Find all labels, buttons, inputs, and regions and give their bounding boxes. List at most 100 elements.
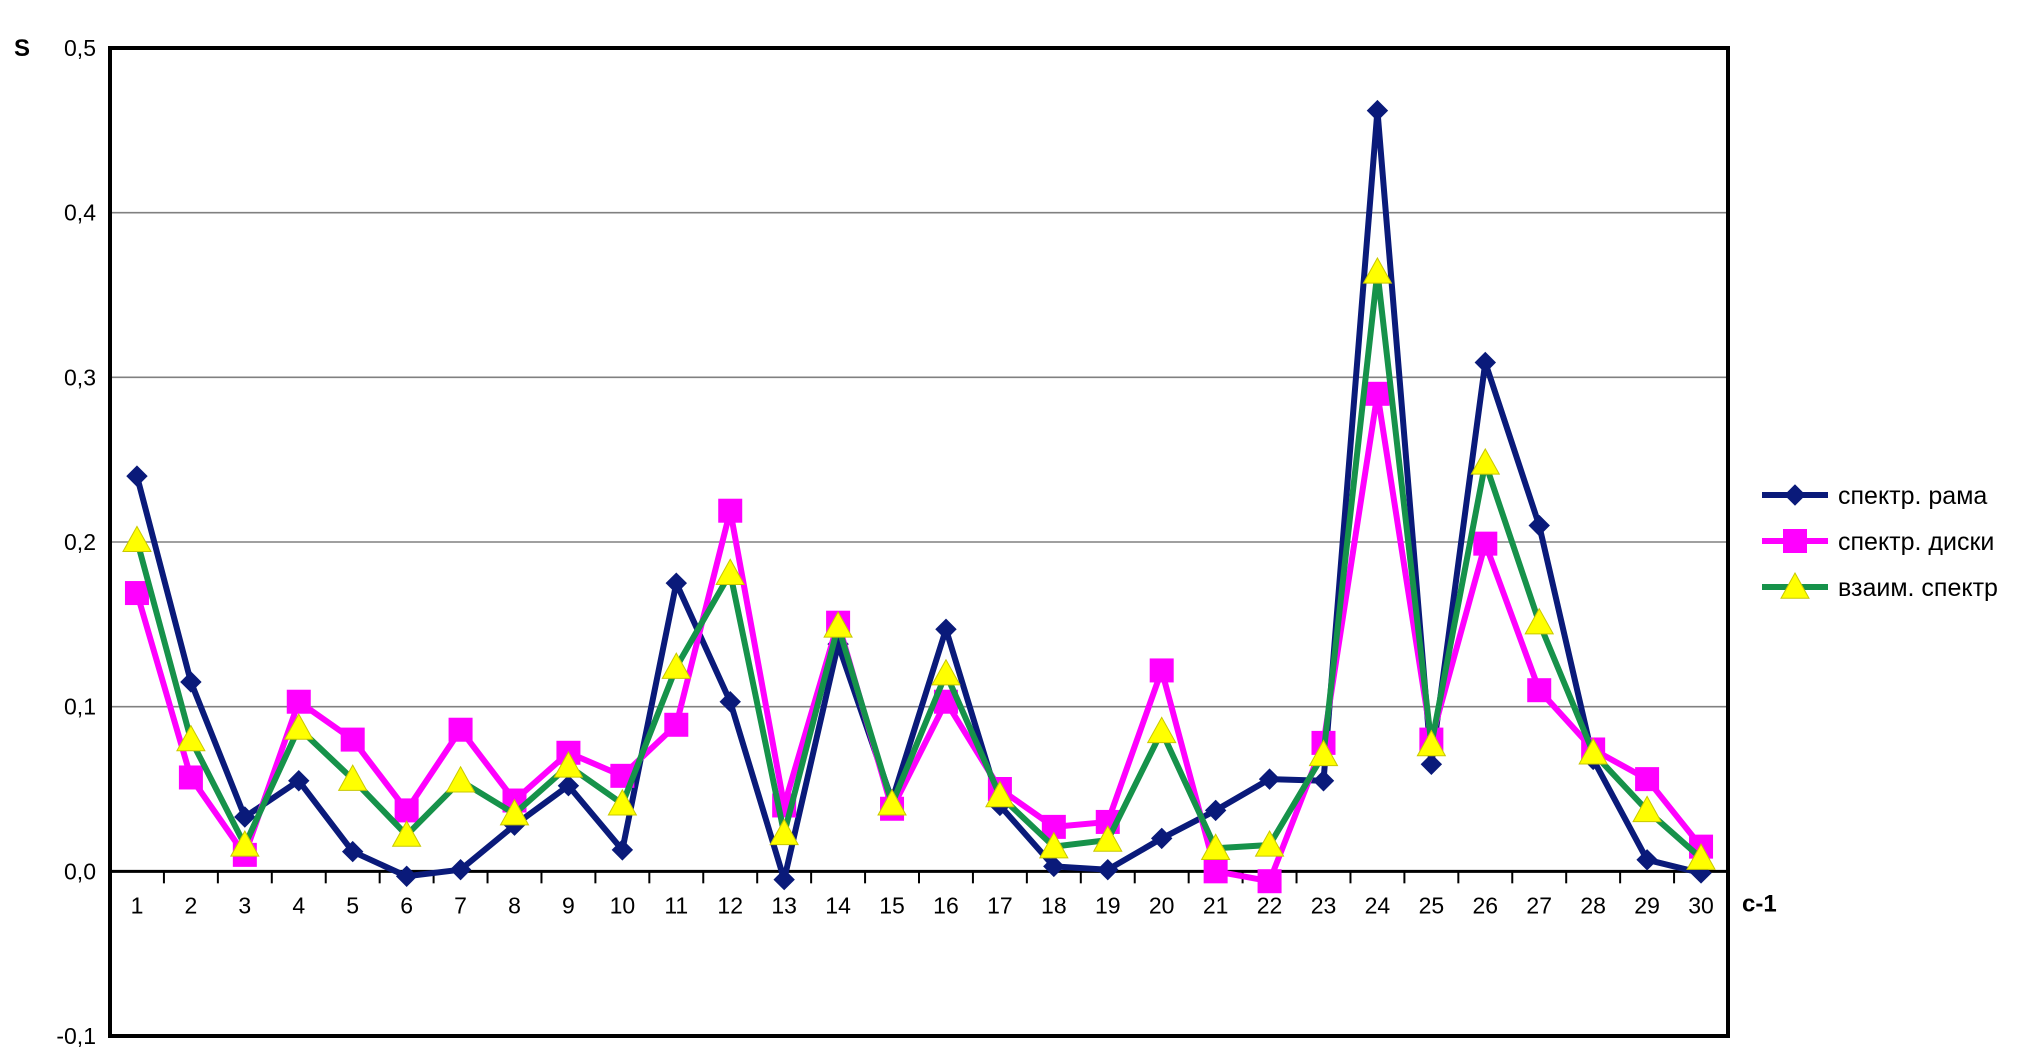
legend-marker xyxy=(1784,484,1806,506)
x-tick-label: 13 xyxy=(771,892,797,918)
series-3 xyxy=(122,256,1716,870)
y-tick-label: 0,2 xyxy=(64,529,96,555)
data-point xyxy=(178,765,203,790)
data-point xyxy=(661,652,692,679)
x-tick-label: 6 xyxy=(400,892,413,918)
x-tick-label: 23 xyxy=(1311,892,1337,918)
legend-label: взаим. спектр xyxy=(1838,574,1998,602)
data-point xyxy=(1257,869,1282,894)
x-tick-label: 11 xyxy=(664,892,688,918)
data-point xyxy=(553,750,584,778)
data-point xyxy=(126,465,148,487)
y-tick-label: 0,1 xyxy=(64,694,96,720)
x-tick-label: 16 xyxy=(933,892,959,918)
y-axis-ticks: -0,1 0,0 0,1 0,2 0,3 0,4 0,5 xyxy=(56,35,96,1049)
data-point xyxy=(449,858,472,881)
x-tick-label: 19 xyxy=(1095,892,1121,918)
data-point xyxy=(719,691,741,713)
data-point xyxy=(1524,607,1555,635)
data-point xyxy=(1092,825,1123,852)
data-point xyxy=(715,558,746,585)
data-point xyxy=(1149,658,1174,683)
data-point xyxy=(1200,833,1231,860)
data-point xyxy=(1473,531,1498,556)
data-point xyxy=(1635,767,1660,792)
x-tick-label: 24 xyxy=(1365,892,1391,918)
data-point xyxy=(769,818,800,846)
legend: спектр. рама спектр. диски взаим. спектр xyxy=(1762,482,1998,602)
data-point xyxy=(607,788,638,816)
series-group xyxy=(122,99,1716,894)
x-tick-label: 22 xyxy=(1257,892,1283,918)
series-line xyxy=(134,390,1704,885)
data-point xyxy=(394,798,419,823)
x-tick-label: 10 xyxy=(610,892,636,918)
data-point xyxy=(1254,829,1285,857)
x-tick-label: 20 xyxy=(1149,892,1175,918)
x-tick-label: 14 xyxy=(825,892,851,918)
x-axis-label: c-1 xyxy=(1742,890,1777,917)
series-1 xyxy=(126,99,1712,891)
data-point xyxy=(1416,729,1447,757)
data-point xyxy=(557,774,580,797)
data-point xyxy=(337,764,368,791)
legend-item: спектр. диски xyxy=(1762,528,1994,556)
data-point xyxy=(1150,827,1173,850)
series-line xyxy=(134,268,1704,861)
legend-label: спектр. рама xyxy=(1838,482,1987,510)
data-point xyxy=(1420,753,1443,776)
data-point xyxy=(1578,737,1609,765)
data-point xyxy=(1204,799,1227,822)
x-tick-label: 7 xyxy=(454,892,467,918)
y-tick-label: 0,4 xyxy=(64,200,96,226)
y-tick-label: -0,1 xyxy=(56,1023,96,1049)
data-point xyxy=(229,829,260,857)
x-tick-label: 28 xyxy=(1580,892,1606,918)
data-point xyxy=(286,689,311,714)
y-tick-label: 0,5 xyxy=(64,35,96,61)
data-point xyxy=(1528,514,1550,537)
legend-item: спектр. рама xyxy=(1762,482,1987,510)
data-point xyxy=(611,839,634,861)
x-tick-label: 26 xyxy=(1473,892,1499,918)
data-point xyxy=(931,658,961,686)
data-point xyxy=(773,868,795,891)
x-tick-label: 27 xyxy=(1526,892,1552,918)
data-point xyxy=(340,727,365,752)
x-tick-label: 9 xyxy=(562,892,575,918)
data-point xyxy=(1038,831,1069,859)
data-point xyxy=(985,780,1015,808)
data-point xyxy=(1474,351,1497,374)
data-point xyxy=(665,572,688,594)
x-tick-label: 3 xyxy=(238,892,251,918)
data-point xyxy=(124,581,149,606)
legend-item: взаим. спектр xyxy=(1762,571,1998,602)
data-point xyxy=(176,724,206,752)
x-axis-ticks: 1 2 3 4 5 6 7 8 9 10 11 12 13 14 15 16 17 18 19 20 21 22 23 24 2… xyxy=(109,869,1729,918)
y-tick-label: 0,0 xyxy=(64,858,96,884)
data-point xyxy=(935,618,957,640)
x-tick-label: 18 xyxy=(1041,892,1067,918)
data-point xyxy=(718,498,743,523)
data-point xyxy=(664,712,689,737)
data-point xyxy=(391,820,422,847)
data-point xyxy=(395,865,418,887)
data-point xyxy=(122,525,152,553)
data-point xyxy=(1312,770,1335,792)
data-point xyxy=(1308,739,1339,767)
y-axis-label: S xyxy=(14,35,30,62)
x-tick-label: 5 xyxy=(346,892,359,918)
data-point xyxy=(1636,849,1658,871)
data-point xyxy=(499,798,530,826)
data-point xyxy=(823,610,853,638)
x-tick-label: 1 xyxy=(131,892,144,918)
x-tick-label: 30 xyxy=(1688,892,1714,918)
legend-label: спектр. диски xyxy=(1838,528,1994,556)
plot-frame xyxy=(108,46,1730,1038)
x-tick-label: 21 xyxy=(1203,892,1229,918)
data-point xyxy=(877,788,907,816)
data-point xyxy=(1362,256,1393,284)
x-tick-label: 4 xyxy=(292,892,305,918)
x-tick-label: 25 xyxy=(1419,892,1445,918)
